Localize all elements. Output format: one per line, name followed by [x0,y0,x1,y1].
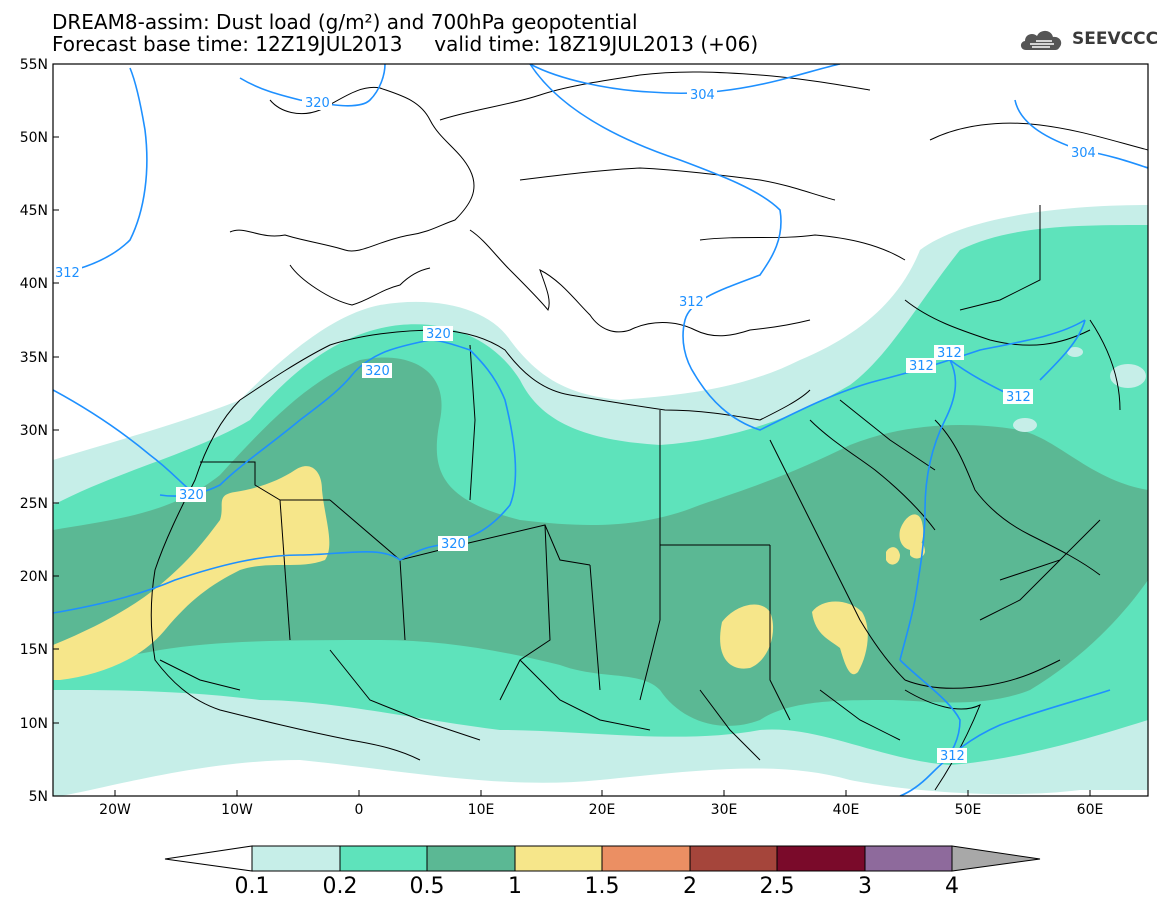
lon-label: 60E [1077,802,1104,818]
contour-320-top [239,64,386,107]
colorbar-cell-high [951,845,1041,872]
colorbar-label: 1.5 [585,874,620,899]
contour-label: 312 [940,749,965,764]
dust-level-1-arabia-b [886,547,900,565]
contour-label: 312 [909,359,934,374]
latitude-axis [53,63,59,797]
colorbar-cell [426,845,516,872]
colorbar-cell-low [164,845,253,872]
colorbar-label: 3 [858,874,872,899]
longitude-labels: 20W 10W 0 10E 20E 30E 40E 50E 60E [99,802,1103,818]
map-subtitle: Forecast base time: 12Z19JUL2013 valid t… [52,32,759,56]
contour-312-atlantic [53,389,191,491]
colorbar-cell [689,845,778,872]
lat-label: 55N [20,57,48,73]
lat-label: 5N [29,789,48,805]
contour-320-main [53,339,517,614]
lon-label: 20E [589,802,616,818]
lon-label: 50E [955,802,982,818]
colorbar-cell [514,845,603,872]
seevccc-logo: SEEVCCC [1018,24,1158,54]
contour-label: 312 [679,295,704,310]
dust-level-1-ethiopia [812,601,868,675]
contour-label: 312 [55,266,80,281]
colorbar-label: 1 [508,874,522,899]
colorbar-label: 2 [683,874,697,899]
lon-label: 10W [221,802,253,818]
longitude-axis [114,790,1091,796]
lon-label: 40E [833,802,860,818]
colorbar-label: 0.5 [410,874,445,899]
contour-label: 320 [305,96,330,111]
lon-label: 0 [355,802,364,818]
lat-label: 40N [20,276,48,292]
dust-level-1-sudan [720,604,774,669]
colorbar-cell [251,845,341,872]
contour-label: 312 [937,346,962,361]
dust-field [53,64,1148,796]
colorbar-cell [864,845,953,872]
contour-label: 320 [426,327,451,342]
dust-level-0.5 [53,357,1148,726]
contour-312-west [53,67,148,276]
lon-label: 30E [711,802,738,818]
colorbar-cell [601,845,691,872]
contour-label: 320 [179,488,204,503]
lat-label: 25N [20,496,48,512]
colorbar-label: 2.5 [760,874,795,899]
latitude-labels: 55N 50N 45N 40N 35N 30N 25N 20N 15N 10N … [20,57,48,805]
contour-labels: 320 320 320 320 320 304 304 312 312 312 … [52,87,1098,764]
coastlines [150,71,1148,791]
lat-label: 15N [20,642,48,658]
lat-label: 10N [20,716,48,732]
cloud-icon [1020,30,1062,50]
contour-label: 304 [1071,146,1096,161]
contour-label: 320 [441,537,466,552]
contour-label: 320 [365,364,390,379]
colorbar: 0.1 0.2 0.5 1 1.5 2 2.5 3 4 [164,845,1041,899]
lat-label: 50N [20,130,48,146]
map-title: DREAM8-assim: Dust load (g/m²) and 700hP… [52,10,638,34]
lat-label: 35N [20,350,48,366]
lon-label: 20W [99,802,131,818]
contour-label: 304 [690,88,715,103]
lat-label: 30N [20,423,48,439]
contour-label: 312 [1006,390,1031,405]
colorbar-cell [339,845,428,872]
lat-label: 45N [20,203,48,219]
colorbar-label: 0.2 [323,874,358,899]
colorbar-cell [776,845,866,872]
colorbar-label: 4 [945,874,959,899]
dust-level-1-west [53,466,330,680]
contour-312-south [899,359,957,661]
logo-text: SEEVCCC [1072,29,1159,49]
lat-label: 20N [20,569,48,585]
colorbar-label: 0.1 [235,874,270,899]
lon-label: 10E [468,802,495,818]
